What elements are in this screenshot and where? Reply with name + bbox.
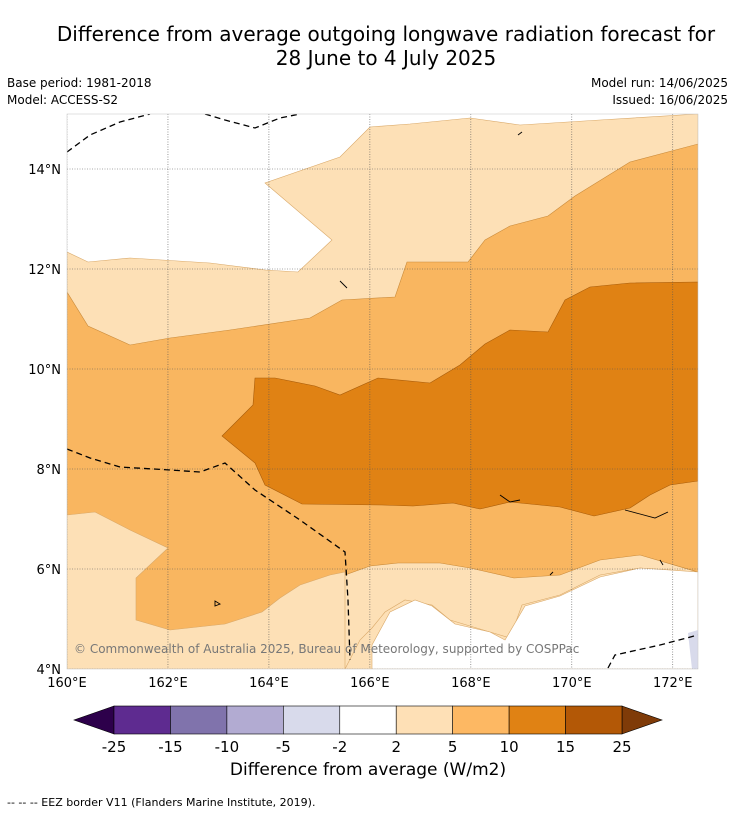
colorbar-tick-label: -25: [102, 738, 127, 756]
colorbar-segment: [226, 705, 284, 735]
colorbar-tick-label: 2: [391, 738, 401, 756]
copyright-notice: © Commonwealth of Australia 2025, Bureau…: [74, 642, 579, 656]
latitude-tick-labels: 14°N 12°N 10°N 8°N 6°N 4°N: [28, 163, 61, 678]
colorbar-segment: [508, 705, 566, 735]
model-run: Model run: 14/06/2025: [590, 76, 728, 90]
eez-border-southeast: [607, 634, 698, 669]
island: [339, 280, 348, 289]
colorbar-tick-label: 5: [448, 738, 458, 756]
longitude-label: 164°E: [249, 676, 289, 691]
colorbar-segment: [113, 705, 171, 735]
base-period: Base period: 1981-2018: [7, 76, 152, 90]
map-gridlines: [67, 114, 698, 669]
colorbar: -25 -15 -10 -5 -2 2 5 10 15 25: [73, 705, 663, 756]
colorbar-under-arrow: [73, 705, 115, 735]
latitude-label: 12°N: [28, 263, 61, 278]
island: [549, 571, 554, 576]
colorbar-segment: [339, 705, 397, 735]
colorbar-segment: [170, 705, 228, 735]
longitude-label: 168°E: [451, 676, 491, 691]
latitude-label: 10°N: [28, 363, 61, 378]
island-outlines: [214, 131, 669, 607]
latitude-label: 4°N: [37, 663, 62, 678]
longitude-tick-labels: 160°E 162°E 164°E 166°E 168°E 170°E 172°E: [47, 676, 692, 691]
colorbar-segment: [452, 705, 510, 735]
colorbar-tick-label: 15: [556, 738, 575, 756]
colorbar-over-arrow: [621, 705, 663, 735]
latitude-label: 6°N: [37, 563, 62, 578]
eez-border-north: [67, 114, 301, 153]
colorbar-tick-label: -15: [158, 738, 183, 756]
negative-anomaly-patch: [688, 630, 698, 669]
map-frame: [66, 113, 699, 670]
anomaly-band-2-5-southwest: [67, 511, 346, 669]
island: [214, 600, 222, 607]
colorbar-tick-label: -2: [332, 738, 347, 756]
island: [659, 559, 664, 566]
anomaly-band-10-15: [221, 281, 698, 517]
title-line-1: Difference from average outgoing longwav…: [56, 22, 716, 46]
meta-left: Base period: 1981-2018 Model: ACCESS-S2: [7, 75, 152, 109]
colorbar-title: Difference from average (W/m2): [229, 760, 507, 780]
colorbar-tick-label: -10: [215, 738, 240, 756]
colorbar-tick-label: -5: [276, 738, 291, 756]
longitude-label: 170°E: [552, 676, 592, 691]
colorbar-tick-label: 10: [500, 738, 519, 756]
island: [499, 494, 521, 503]
map-area: [67, 114, 698, 669]
longitude-label: 160°E: [47, 676, 87, 691]
meta-right: Model run: 14/06/2025 Issued: 16/06/2025: [591, 75, 728, 109]
island: [624, 509, 669, 519]
latitude-label: 14°N: [28, 163, 61, 178]
longitude-label: 172°E: [653, 676, 693, 691]
colorbar-segment: [283, 705, 341, 735]
eez-border-west: [67, 448, 351, 661]
colorbar-segment: [395, 705, 453, 735]
longitude-label: 162°E: [148, 676, 188, 691]
eez-footnote: -- -- -- EEZ border V11 (Flanders Marine…: [7, 796, 316, 809]
model-name: Model: ACCESS-S2: [7, 93, 119, 107]
eez-border-lines: [67, 114, 698, 669]
longitude-label: 166°E: [350, 676, 390, 691]
colorbar-tick-label: 25: [612, 738, 631, 756]
title-line-2: 28 June to 4 July 2025: [275, 46, 497, 70]
issued-date: Issued: 16/06/2025: [612, 93, 728, 107]
map-title: Difference from average outgoing longwav…: [0, 22, 736, 70]
near-average-zone: [371, 567, 698, 669]
colorbar-segment: [565, 705, 623, 735]
island: [517, 131, 523, 136]
latitude-label: 8°N: [37, 463, 62, 478]
